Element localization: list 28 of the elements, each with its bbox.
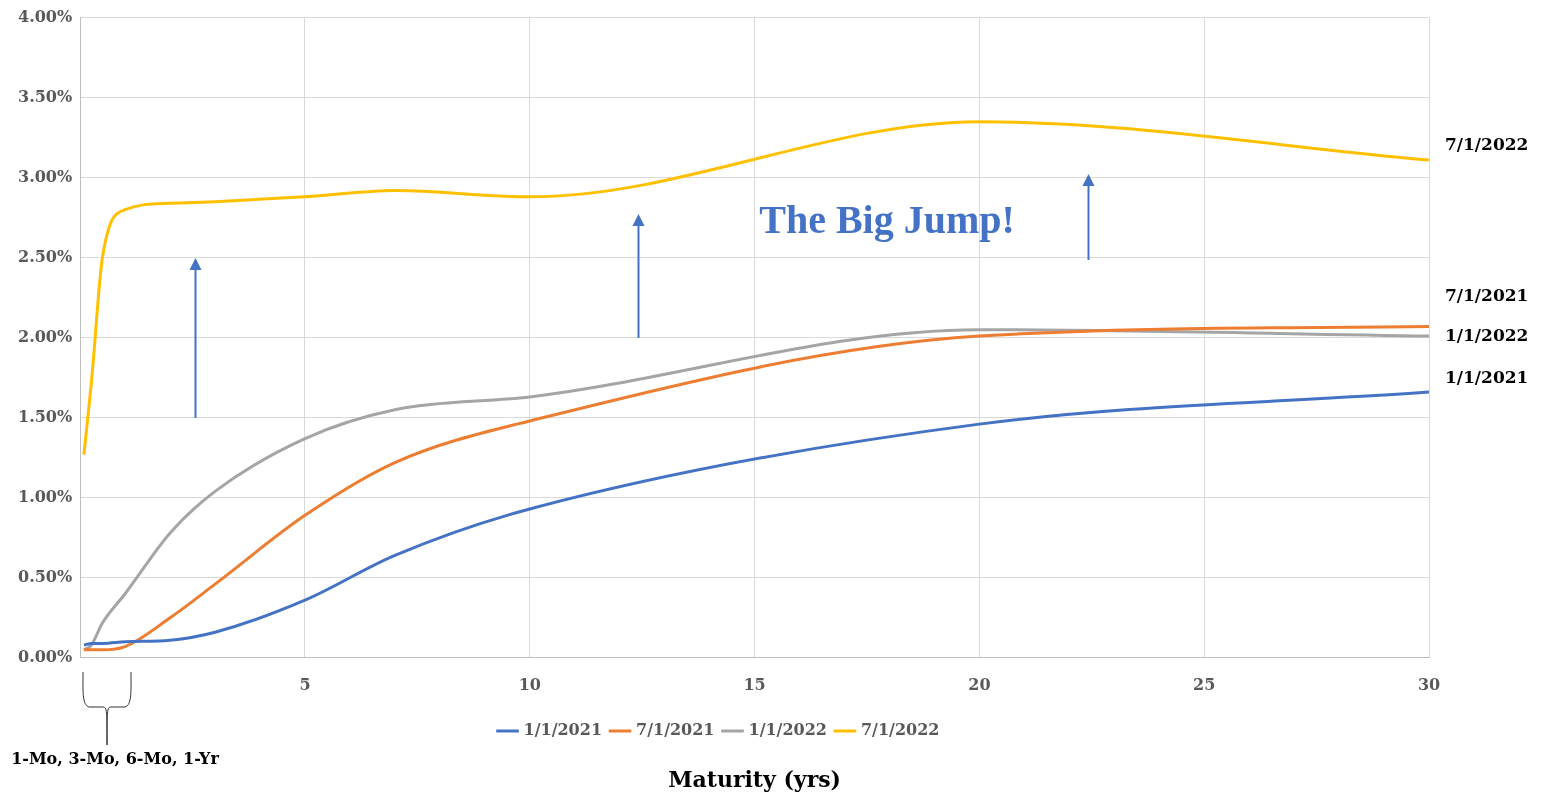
legend-label: 1/1/2021 (523, 720, 603, 740)
legend-label: 1/1/2022 (748, 720, 827, 740)
legend-label: 7/1/2021 (636, 720, 715, 740)
x-tick-label: 20 (968, 674, 991, 694)
x-tick-label: 10 (518, 674, 541, 694)
text: 1/1/2022 (1445, 324, 1529, 345)
y-tick-label: 0.50% (18, 566, 73, 586)
y-tick-label: 1.00% (18, 486, 73, 506)
y-tick-label: 1.50% (18, 406, 73, 426)
x-tick-label: 30 (1417, 674, 1441, 694)
y-tick-label: 3.00% (18, 166, 73, 186)
y-tick-label: 0.00% (18, 646, 73, 666)
text: 7/1/2021 (1445, 284, 1529, 305)
x-tick-label: 25 (1193, 674, 1216, 694)
y-tick-label: 2.50% (18, 246, 73, 266)
text: 7/1/2022 (1445, 134, 1529, 155)
legend-label: 7/1/2022 (860, 720, 940, 740)
line-series (82, 120, 1429, 457)
text: 1-Mo, 3-Mo, 6-Mo, 1-Yr (11, 749, 220, 769)
y-tick-label: 2.00% (18, 326, 73, 346)
text: 1/1/2021 (1445, 366, 1529, 387)
y-tick-label: 4.00% (18, 6, 73, 26)
x-axis-title: Maturity (yrs) (668, 765, 842, 792)
x-tick-label: 5 (299, 674, 311, 694)
x-tick-label: 15 (743, 674, 766, 694)
annotation: The Big Jump! (759, 197, 1015, 243)
line-series (82, 390, 1429, 647)
y-tick-label: 3.50% (18, 86, 73, 106)
